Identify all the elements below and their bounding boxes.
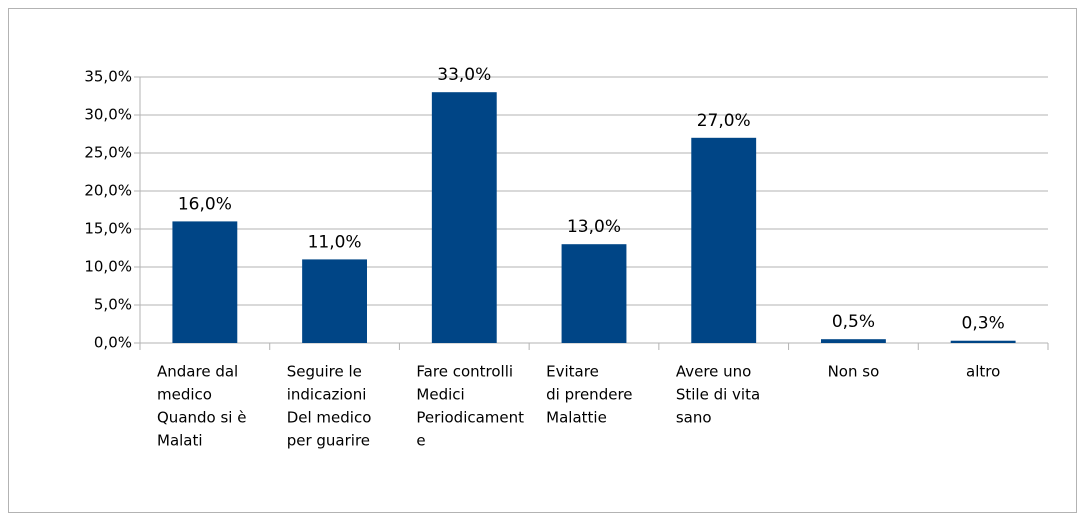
bar [691, 137, 757, 343]
x-tick-label: Malati [157, 432, 203, 450]
bar [821, 339, 886, 343]
y-tick-label: 0,0% [94, 334, 132, 352]
y-tick-label: 20,0% [84, 182, 132, 200]
y-tick-label: 35,0% [84, 68, 132, 86]
y-tick-label: 5,0% [94, 296, 132, 314]
x-tick-label: Malattie [546, 409, 607, 427]
bar [561, 244, 627, 343]
x-tick-label: e [416, 432, 425, 450]
bar [950, 340, 1016, 343]
x-tick-label: altro [966, 363, 1000, 381]
x-tick-label: Fare controlli [416, 363, 513, 381]
x-tick-label: Evitare [546, 363, 599, 381]
x-tick-label: per guarire [287, 432, 370, 450]
x-tick-label: di prendere [546, 386, 632, 404]
value-label: 27,0% [697, 111, 751, 131]
value-label: 0,5% [832, 312, 875, 332]
x-tick-label: Avere uno [676, 363, 752, 381]
x-tick-label: indicazioni [287, 386, 367, 404]
value-label: 16,0% [178, 194, 232, 214]
y-tick-label: 25,0% [84, 144, 132, 162]
y-tick-label: 30,0% [84, 106, 132, 124]
x-tick-label: Medici [416, 386, 464, 404]
value-label: 13,0% [567, 217, 621, 237]
y-tick-label: 15,0% [84, 220, 132, 238]
x-tick-label: Andare dal [157, 363, 238, 381]
x-tick-label: medico [157, 386, 212, 404]
x-tick-label: Non so [828, 363, 880, 381]
x-tick-label: Del medico [287, 409, 372, 427]
value-label: 0,3% [962, 314, 1005, 334]
bar [431, 92, 497, 343]
x-tick-label: Seguire le [287, 363, 362, 381]
bar [172, 221, 238, 343]
x-tick-label: Quando si è [157, 409, 246, 427]
value-label: 11,0% [308, 232, 362, 252]
x-tick-label: sano [676, 409, 712, 427]
x-tick-label: Periodicament [416, 409, 524, 427]
value-label: 33,0% [437, 65, 491, 85]
bar [302, 259, 367, 343]
x-tick-label: Stile di vita [676, 386, 760, 404]
y-tick-label: 10,0% [84, 258, 132, 276]
